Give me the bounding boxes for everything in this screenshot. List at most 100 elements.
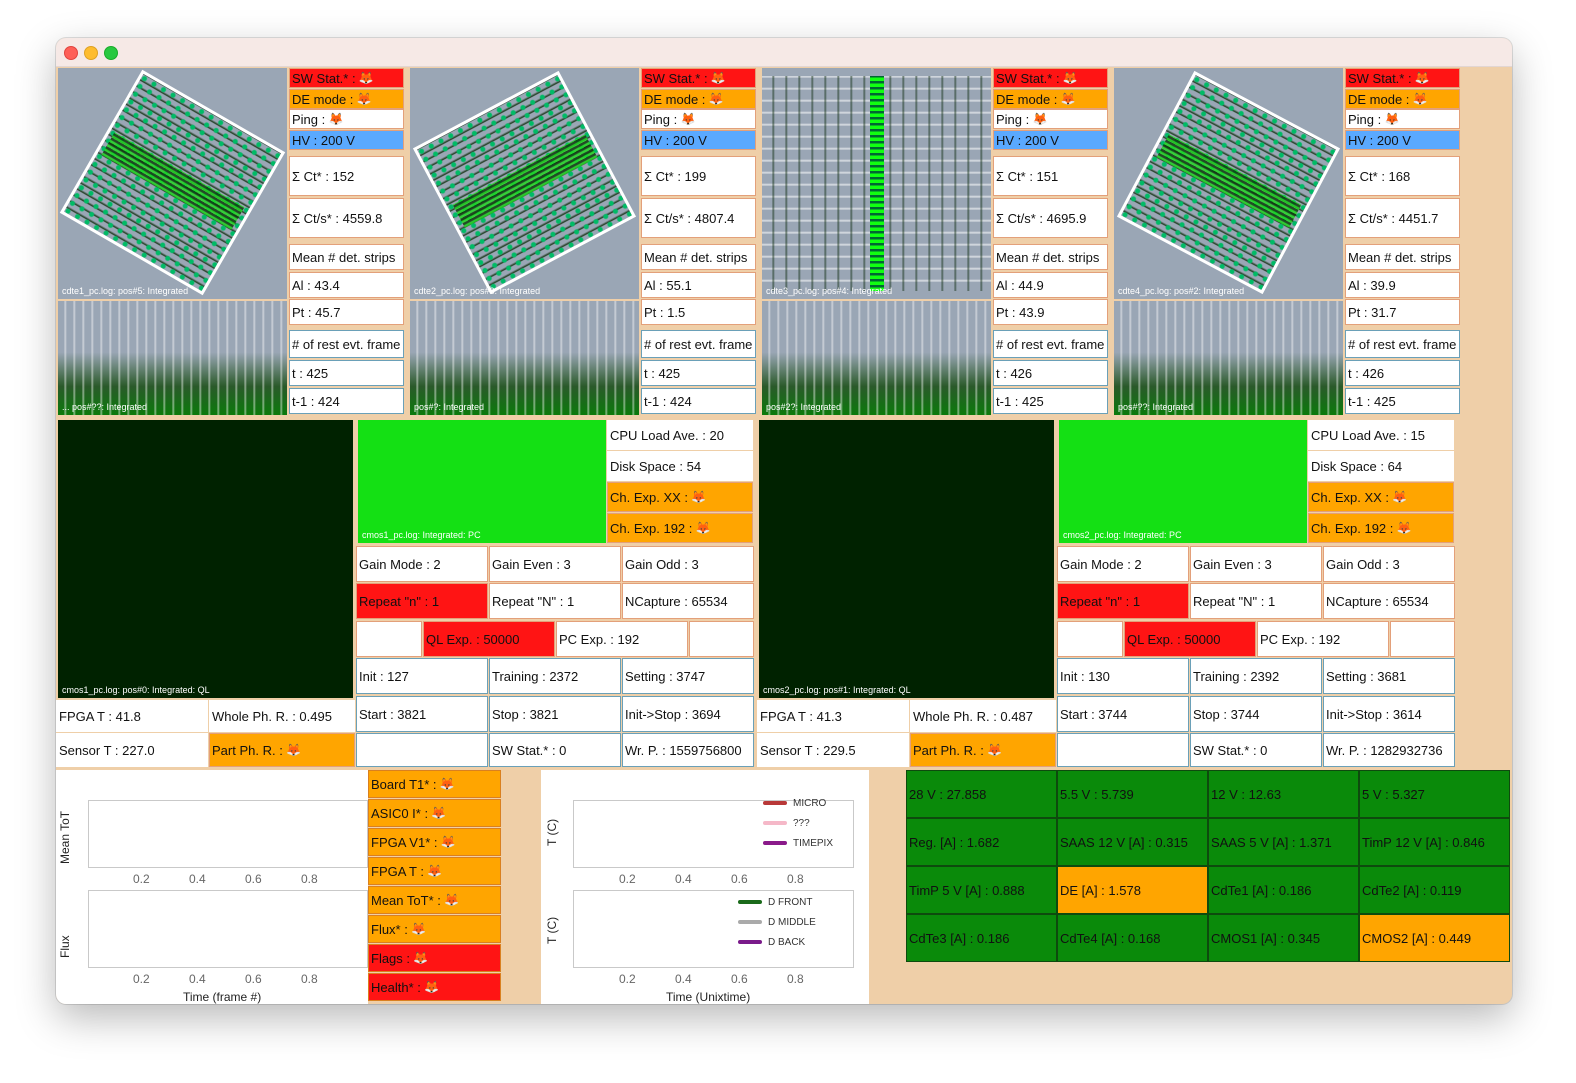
status-flag: Flags : 🦊 <box>368 944 501 972</box>
cdte-rest-frame-header: # of rest evt. frame <box>993 330 1108 358</box>
cmos-ql-image[interactable]: cmos2_pc.log: pos#1: Integrated: QL <box>759 420 1054 698</box>
cmos-training: Training : 2372 <box>489 658 621 694</box>
legend-d-front: D FRONT <box>738 897 812 908</box>
fox-icon: 🦊 <box>1389 490 1408 504</box>
cmos-part-photon-rate: Part Ph. R. : 🦊 <box>209 733 355 767</box>
cdte-spectrum-caption: ... pos#??: Integrated <box>62 402 148 412</box>
fox-icon: 🦊 <box>440 893 460 907</box>
flux-tick: 0.2 <box>133 972 150 986</box>
cmos-start: Start : 3821 <box>356 696 488 732</box>
cdte-sw-status-label: SW Stat.* : <box>996 70 1060 86</box>
cmos-setting: Setting : 3747 <box>622 658 754 694</box>
cmos-ql-image[interactable]: cmos1_pc.log: pos#0: Integrated: QL <box>58 420 353 698</box>
cmos-gain-odd: Gain Odd : 3 <box>1323 546 1455 582</box>
cmos-init-to-stop: Init->Stop : 3694 <box>622 696 754 732</box>
zoom-window-button[interactable] <box>104 46 118 60</box>
cdte-sw-status: SW Stat.* : 🦊 <box>1345 68 1460 88</box>
cmos-ch-exp-xx: Ch. Exp. XX : 🦊 <box>1308 482 1454 512</box>
power-readout: CMOS2 [A] : 0.449 <box>1359 914 1510 962</box>
cdte-rest-t-minus-1: t-1 : 425 <box>1345 388 1460 414</box>
cmos-start: Start : 3744 <box>1057 696 1189 732</box>
cdte-image-caption: cdte2_pc.log: pos#3: Integrated <box>414 286 541 296</box>
status-flag-label: FPGA V1* : <box>371 834 438 850</box>
flux-plot[interactable] <box>88 890 368 968</box>
close-window-button[interactable] <box>64 46 78 60</box>
flux-tick: 0.4 <box>189 972 206 986</box>
fox-icon: 🦊 <box>407 922 427 936</box>
cdte-sum-counts: Σ Ct* : 152 <box>289 156 404 196</box>
cmos-training: Training : 2392 <box>1190 658 1322 694</box>
power-readout: 28 V : 27.858 <box>906 770 1057 818</box>
legend-d-back: D BACK <box>738 937 805 948</box>
cmos-ncapture: NCapture : 65534 <box>1323 583 1455 619</box>
fox-icon: 🦊 <box>1409 92 1428 106</box>
cmos-disk-space: Disk Space : 64 <box>1308 451 1454 481</box>
cdte-spectrum-image[interactable]: ... pos#??: Integrated <box>58 301 287 415</box>
cdte-al-strips: Al : 39.9 <box>1345 272 1460 298</box>
temp-top-axis-label: T (C) <box>545 818 559 846</box>
cdte-image-caption: cdte4_pc.log: pos#2: Integrated <box>1118 286 1245 296</box>
fox-icon: 🦊 <box>707 71 726 85</box>
power-readout: 12 V : 12.63 <box>1208 770 1359 818</box>
cdte-rest-t: t : 426 <box>1345 360 1460 386</box>
cmos-blank-cell <box>1057 621 1123 657</box>
cdte-mean-strips-header: Mean # det. strips <box>289 244 404 270</box>
mean-tot-tick: 0.4 <box>189 872 206 886</box>
cdte-ping-label: Ping : <box>292 111 326 127</box>
cmos-repeat-n-lower: Repeat "n" : 1 <box>1057 583 1189 619</box>
cmos-init-to-stop: Init->Stop : 3614 <box>1323 696 1455 732</box>
status-flag: Flux* : 🦊 <box>368 915 501 943</box>
status-flag: ASIC0 I* : 🦊 <box>368 799 501 827</box>
cmos-pc-exposure: PC Exp. : 192 <box>1257 621 1389 657</box>
cmos-repeat-n-upper: Repeat "N" : 1 <box>1190 583 1322 619</box>
temp-bottom-plot[interactable] <box>573 890 854 968</box>
cdte-bright-column <box>870 76 884 291</box>
cmos-repeat-n-lower: Repeat "n" : 1 <box>356 583 488 619</box>
temp-bottom-tick: 0.2 <box>619 972 636 986</box>
fox-icon: 🦊 <box>410 951 429 965</box>
cdte-spectrum-image[interactable]: pos#?: Integrated <box>410 301 639 415</box>
cmos-pc-exposure: PC Exp. : 192 <box>556 621 688 657</box>
cmos-ch-exp-192-label: Ch. Exp. 192 : <box>1311 520 1394 536</box>
cmos-write-pointer: Wr. P. : 1559756800 <box>622 733 754 767</box>
cdte-ping: Ping : 🦊 <box>641 109 756 129</box>
cmos-pc-image[interactable]: cmos2_pc.log: Integrated: PC <box>1059 420 1307 543</box>
cdte-spectrum-caption: pos#?: Integrated <box>414 402 485 412</box>
cmos-part-photon-rate: Part Ph. R. : 🦊 <box>910 733 1056 767</box>
cdte-spectrum-caption: pos#??: Integrated <box>1118 402 1194 412</box>
fox-icon: 🦊 <box>1411 71 1430 85</box>
power-readout: CdTe1 [A] : 0.186 <box>1208 866 1359 914</box>
cdte-mean-strips-header: Mean # det. strips <box>1345 244 1460 270</box>
cdte-spectrum-image[interactable]: pos#??: Integrated <box>1114 301 1343 415</box>
cdte-rest-t-minus-1: t-1 : 425 <box>993 388 1108 414</box>
cdte-ping: Ping : 🦊 <box>1345 109 1460 129</box>
cmos-blank-cell <box>1057 733 1189 767</box>
cdte-rest-t: t : 426 <box>993 360 1108 386</box>
cdte-pt-strips: Pt : 45.7 <box>289 299 404 325</box>
temp-top-tick: 0.6 <box>731 872 748 886</box>
legend-micro: MICRO <box>763 798 826 809</box>
minimize-window-button[interactable] <box>84 46 98 60</box>
cdte-strip-image[interactable]: cdte3_pc.log: pos#4: Integrated <box>762 68 991 299</box>
temp-top-plot[interactable] <box>573 800 854 868</box>
cdte-hv: HV : 200 V <box>1345 130 1460 150</box>
cdte-mean-strips-header: Mean # det. strips <box>993 244 1108 270</box>
mean-tot-plot[interactable] <box>88 800 368 868</box>
cmos-stop: Stop : 3744 <box>1190 696 1322 732</box>
cdte-strip-image[interactable]: cdte1_pc.log: pos#5: Integrated <box>58 68 287 299</box>
cdte-rest-frame-header: # of rest evt. frame <box>289 330 404 358</box>
cdte-strip-image[interactable]: cdte4_pc.log: pos#2: Integrated <box>1114 68 1343 299</box>
cdte-sum-rate: Σ Ct/s* : 4695.9 <box>993 198 1108 238</box>
cmos-init: Init : 127 <box>356 658 488 694</box>
cmos-pc-image[interactable]: cmos1_pc.log: Integrated: PC <box>358 420 606 543</box>
cdte-sum-counts: Σ Ct* : 199 <box>641 156 756 196</box>
fox-icon: 🦊 <box>983 743 1003 757</box>
cdte-de-mode: DE mode : 🦊 <box>641 89 756 109</box>
cmos-disk-space: Disk Space : 54 <box>607 451 753 481</box>
cmos-gain-even: Gain Even : 3 <box>1190 546 1322 582</box>
cdte-pt-strips: Pt : 31.7 <box>1345 299 1460 325</box>
cdte-strip-image[interactable]: cdte2_pc.log: pos#3: Integrated <box>410 68 639 299</box>
cdte-sw-status: SW Stat.* : 🦊 <box>993 68 1108 88</box>
cmos-sensor-temp: Sensor T : 229.5 <box>757 733 909 767</box>
cdte-spectrum-image[interactable]: pos#2?: Integrated <box>762 301 991 415</box>
